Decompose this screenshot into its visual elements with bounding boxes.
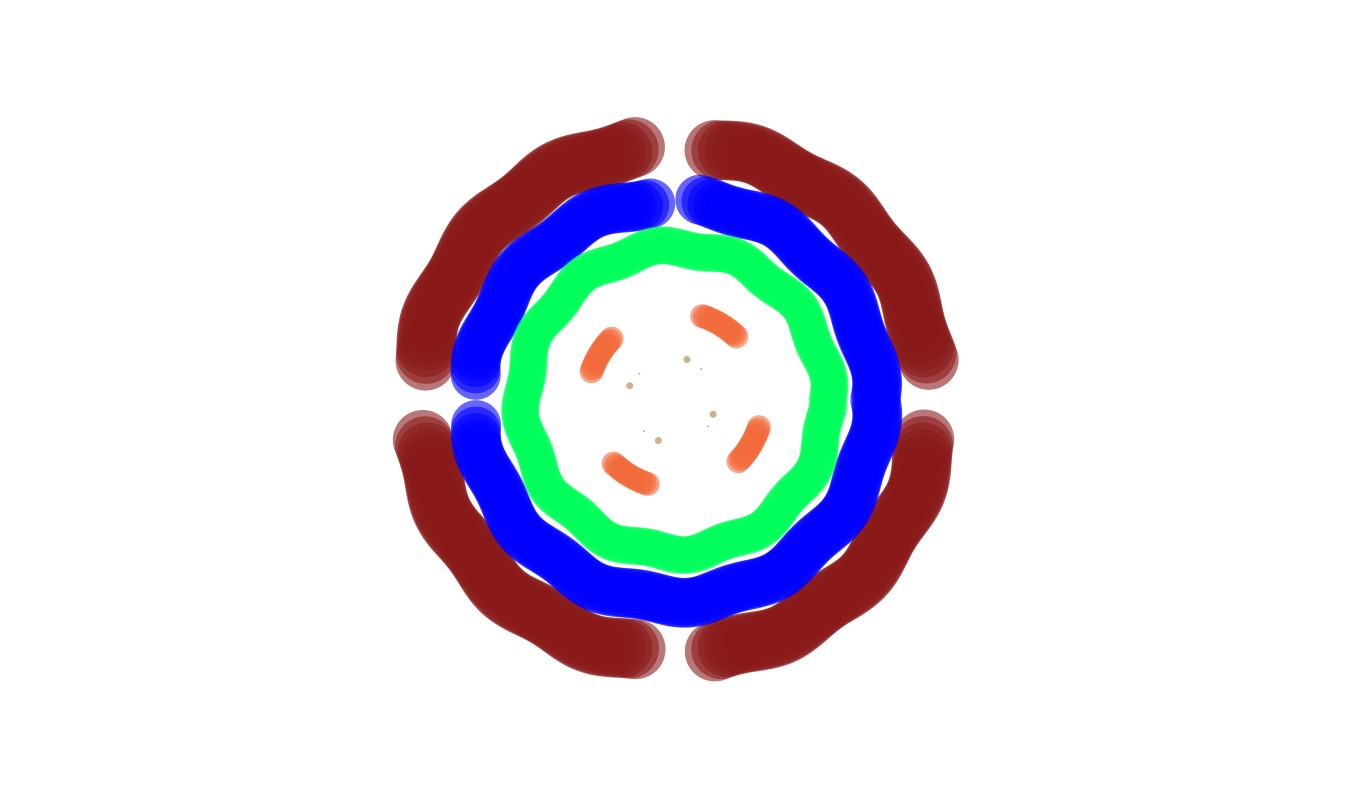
plot-area (392, 117, 959, 682)
series-4-point (709, 410, 717, 418)
series-4-point (683, 355, 691, 363)
series-1-point (450, 349, 501, 400)
series-1-point (851, 381, 902, 432)
series-4-point (626, 382, 634, 390)
series-3-point (579, 359, 604, 384)
series-3-point (690, 304, 715, 329)
series-0-point (894, 409, 955, 470)
series-0-point (605, 619, 666, 680)
series-1-point (675, 174, 726, 225)
series-2-point (809, 386, 848, 425)
series-4-point (643, 430, 645, 432)
series-4-point (707, 425, 710, 428)
series-3-point (746, 415, 771, 440)
series-3-point (635, 471, 660, 496)
series-0-point (684, 120, 745, 181)
series-0-point (395, 330, 456, 391)
series-4-point (654, 437, 662, 445)
series-4-point (700, 368, 703, 370)
series-4-point (638, 372, 641, 375)
